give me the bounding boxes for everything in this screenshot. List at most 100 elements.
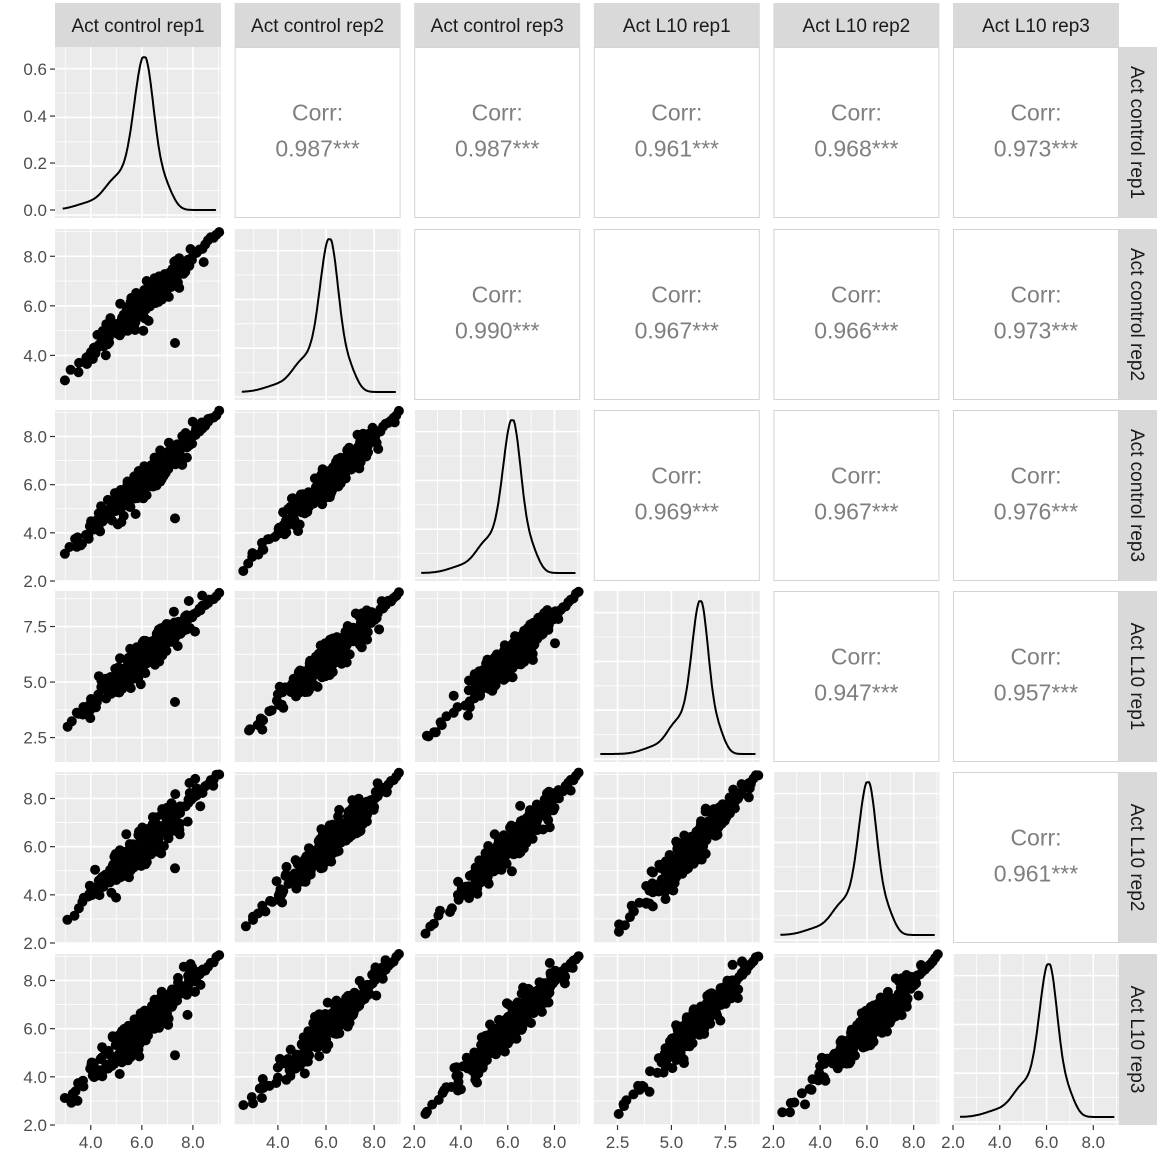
scatter-point (97, 882, 108, 893)
scatter-point (361, 816, 372, 827)
y-tick-label: 6.0 (23, 1020, 47, 1039)
scatter-point (123, 856, 134, 867)
scatter-point (718, 810, 729, 821)
panel-r2-c5: Corr: 0.976*** (953, 410, 1119, 581)
scatter-point (359, 994, 370, 1004)
panel-r4-c0 (55, 769, 225, 944)
panel-r5-c0 (55, 950, 225, 1126)
corr-panel-frame (953, 47, 1119, 218)
scatter-point (789, 1097, 800, 1108)
scatter-point (77, 538, 87, 549)
scatter-point (687, 1010, 698, 1021)
column-strip-label-4: Act L10 rep2 (803, 16, 911, 37)
corr-value: 0.990*** (455, 318, 539, 344)
scatter-point (90, 864, 101, 875)
corr-value: 0.967*** (814, 499, 898, 525)
scatter-point (214, 769, 225, 780)
scatter-point (489, 829, 500, 840)
scatter-point (878, 1006, 889, 1017)
scatter-point (66, 716, 77, 727)
scatter-point (573, 586, 584, 597)
scatter-point (116, 1029, 127, 1040)
panel-r5-c5 (952, 954, 1119, 1125)
y-tick-label: 2.5 (23, 729, 47, 748)
scatter-point (139, 1005, 150, 1016)
scatter-point (214, 227, 225, 238)
scatter-point (144, 644, 155, 655)
x-tick-label: 4.0 (988, 1133, 1012, 1152)
scatter-point (820, 1075, 831, 1086)
y-tick-label: 4.0 (23, 524, 47, 543)
scatter-point (435, 905, 445, 916)
scatter-point (306, 498, 317, 509)
y-tick-label: 8.0 (23, 789, 47, 808)
scatter-point (807, 1074, 818, 1085)
panel-r0-c4: Corr: 0.968*** (773, 47, 940, 218)
panel-r0-c5: Corr: 0.973*** (953, 47, 1119, 218)
scatter-point (342, 811, 353, 822)
scatter-point (393, 767, 404, 778)
panel-r5-c1 (234, 949, 404, 1126)
scatter-point (652, 1067, 663, 1078)
scatter-point (59, 1093, 70, 1103)
scatter-point (129, 669, 140, 680)
scatter-point (833, 1060, 844, 1071)
scatter-point (174, 282, 185, 293)
scatter-point (295, 1057, 305, 1068)
scatter-point (497, 840, 508, 851)
scatter-point (93, 689, 104, 700)
scatter-point (145, 1013, 155, 1024)
scatter-point (187, 962, 198, 973)
scatter-point (306, 488, 317, 499)
panel-r1-c1 (234, 229, 401, 400)
scatter-point (83, 530, 94, 541)
scatter-point (273, 890, 284, 901)
scatter-point (278, 507, 289, 518)
scatter-point (149, 994, 160, 1005)
scatter-point (641, 881, 652, 891)
scatter-point (121, 829, 132, 840)
panel-r2-c2 (413, 410, 581, 581)
corr-label: Corr: (831, 463, 882, 489)
scatter-point (882, 1026, 892, 1037)
scatter-point (137, 652, 147, 663)
scatter-point (501, 998, 512, 1009)
scatter-point (470, 1070, 481, 1081)
scatter-point (190, 986, 200, 997)
scatter-point (169, 804, 180, 815)
scatter-point (143, 834, 153, 845)
corr-value: 0.969*** (635, 499, 719, 525)
scatter-point (644, 1086, 655, 1097)
scatter-point (876, 996, 887, 1007)
scatter-point (238, 566, 249, 576)
x-tick-label: 8.0 (1081, 1133, 1105, 1152)
scatter-point (884, 997, 894, 1008)
scatter-point (532, 815, 543, 826)
panel-r5-c2 (413, 951, 584, 1126)
row-strip-label-0: Act control rep1 (1126, 66, 1147, 199)
scatter-point (848, 1044, 858, 1055)
scatter-point (78, 1075, 88, 1086)
x-tick-label: 4.0 (266, 1133, 290, 1152)
scatter-point (310, 1011, 320, 1022)
row-strip-label-4: Act L10 rep2 (1126, 804, 1147, 912)
x-tick-label: 2.0 (402, 1133, 426, 1152)
scatter-point (152, 287, 162, 298)
scatter-point (100, 350, 111, 361)
row-strip-1 (1117, 229, 1157, 400)
y-tick-label: 6.0 (23, 297, 47, 316)
scatter-point (255, 713, 266, 724)
scatter-point (815, 1061, 826, 1071)
scatter-point (494, 849, 505, 860)
scatter-point (293, 526, 304, 537)
scatter-point (882, 986, 893, 997)
x-tick-label: 8.0 (181, 1133, 205, 1152)
scatter-point (513, 1001, 524, 1012)
scatter-point (187, 416, 198, 427)
x-tick-label: 4.0 (79, 1133, 103, 1152)
corr-value: 0.973*** (994, 318, 1078, 344)
corr-panel-frame (953, 772, 1119, 943)
scatter-point (322, 997, 333, 1008)
scatter-point (111, 892, 122, 903)
panel-r1-c0 (55, 227, 225, 400)
